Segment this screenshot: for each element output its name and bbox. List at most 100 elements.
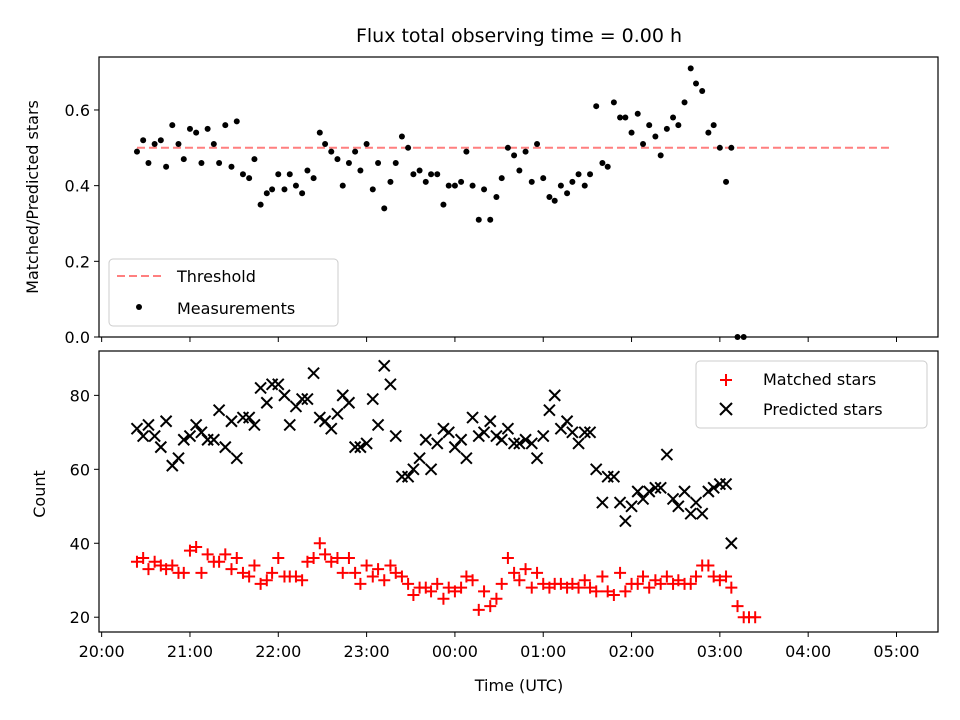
predicted-star-point xyxy=(725,537,738,550)
measurement-point xyxy=(445,182,452,189)
predicted-star-point xyxy=(572,437,585,450)
matched-star-point xyxy=(236,566,249,579)
measurement-point xyxy=(387,178,394,185)
matched-star-point xyxy=(342,552,355,565)
matched-star-point xyxy=(360,559,373,572)
matched-star-point xyxy=(201,548,214,561)
measurement-point xyxy=(551,197,558,204)
predicted-star-point xyxy=(578,426,591,439)
x-tick-label: 00:00 xyxy=(432,642,478,661)
measurement-point xyxy=(646,122,653,129)
predicted-star-point xyxy=(672,500,685,513)
matched-star-point xyxy=(590,585,603,598)
measurement-point xyxy=(304,167,311,174)
matched-star-point xyxy=(402,577,415,590)
matched-star-point xyxy=(389,566,402,579)
measurement-point xyxy=(133,148,140,155)
predicted-star-point xyxy=(666,492,680,506)
predicted-star-point xyxy=(695,507,709,520)
predicted-star-point xyxy=(460,452,473,465)
measurement-point xyxy=(328,148,335,155)
measurement-point xyxy=(269,186,276,193)
measurement-point xyxy=(587,171,594,178)
matched-star-point xyxy=(183,544,196,557)
measurement-point xyxy=(210,141,217,148)
predicted-star-point xyxy=(530,452,544,465)
ratio-y-axis-label: Matched/Predicted stars xyxy=(23,100,42,294)
measurement-point xyxy=(416,167,423,174)
predicted-star-point xyxy=(495,433,508,446)
matched-star-point xyxy=(725,581,738,594)
predicted-star-point xyxy=(212,403,226,417)
predicted-star-point xyxy=(590,463,603,476)
matched-star-point xyxy=(460,570,473,583)
matched-star-point xyxy=(260,574,273,587)
predicted-star-point xyxy=(642,485,656,498)
x-tick-label: 04:00 xyxy=(785,642,831,661)
predicted-star-point xyxy=(242,411,256,424)
measurement-point xyxy=(228,163,235,170)
matched-star-point xyxy=(572,581,585,594)
matched-star-point xyxy=(230,552,243,565)
predicted-star-point xyxy=(678,485,691,498)
matched-star-point xyxy=(313,537,326,550)
measurement-point xyxy=(322,141,329,148)
predicted-star-point xyxy=(325,422,338,435)
matched-star-point xyxy=(466,574,479,587)
predicted-star-point xyxy=(260,396,274,409)
measurement-point xyxy=(363,141,370,148)
predicted-star-point xyxy=(254,381,267,395)
measurement-point xyxy=(299,190,306,197)
count-panel-frame xyxy=(98,350,939,633)
matched-star-point xyxy=(142,563,155,576)
predicted-star-point xyxy=(342,396,356,409)
matched-star-point xyxy=(425,585,438,598)
count-legend: Matched stars Predicted stars xyxy=(695,360,928,429)
measurement-point xyxy=(352,148,359,155)
measurement-point xyxy=(463,148,470,155)
measurement-point xyxy=(405,144,412,151)
matched-star-point xyxy=(372,563,385,576)
measurement-point xyxy=(569,178,576,185)
predicted-star-point xyxy=(272,378,285,391)
measurement-point xyxy=(140,137,147,144)
matched-star-point xyxy=(319,548,332,561)
predicted-star-point xyxy=(560,415,574,428)
matched-star-point xyxy=(437,592,450,605)
matched-star-point xyxy=(289,570,302,583)
predicted-star-point xyxy=(207,433,221,446)
predicted-star-point xyxy=(348,440,362,454)
predicted-star-point xyxy=(513,437,526,450)
measurement-point xyxy=(193,129,200,136)
predicted-star-point xyxy=(366,392,379,406)
measurement-point xyxy=(705,129,712,136)
predicted-star-point xyxy=(230,452,243,465)
predicted-star-point xyxy=(454,433,468,446)
predicted-star-point xyxy=(354,440,367,454)
measurement-point xyxy=(628,129,635,136)
measurement-point xyxy=(157,137,164,144)
measurement-point xyxy=(151,141,158,148)
predicted-star-point xyxy=(437,422,450,435)
predicted-star-point xyxy=(136,429,150,443)
matched-star-point xyxy=(513,574,526,587)
matched-star-point xyxy=(325,555,338,568)
matched-star-point xyxy=(554,577,567,590)
matched-star-point xyxy=(607,589,620,602)
matched-star-point xyxy=(177,566,190,579)
matched-star-point xyxy=(672,574,685,587)
predicted-star-point xyxy=(442,426,455,439)
matched-star-point xyxy=(431,577,444,590)
predicted-star-point xyxy=(378,359,391,372)
measurement-point xyxy=(487,216,494,223)
y-tick-label: 0.4 xyxy=(65,177,90,196)
measurement-point xyxy=(440,201,447,208)
matched-star-point xyxy=(384,559,397,572)
matched-star-point xyxy=(508,566,521,579)
matched-star-point xyxy=(596,570,609,583)
matched-star-point xyxy=(331,552,344,565)
predicted-star-point xyxy=(331,407,344,421)
measurement-point xyxy=(681,99,688,106)
matched-star-point xyxy=(749,611,762,624)
measurement-point xyxy=(316,129,323,136)
